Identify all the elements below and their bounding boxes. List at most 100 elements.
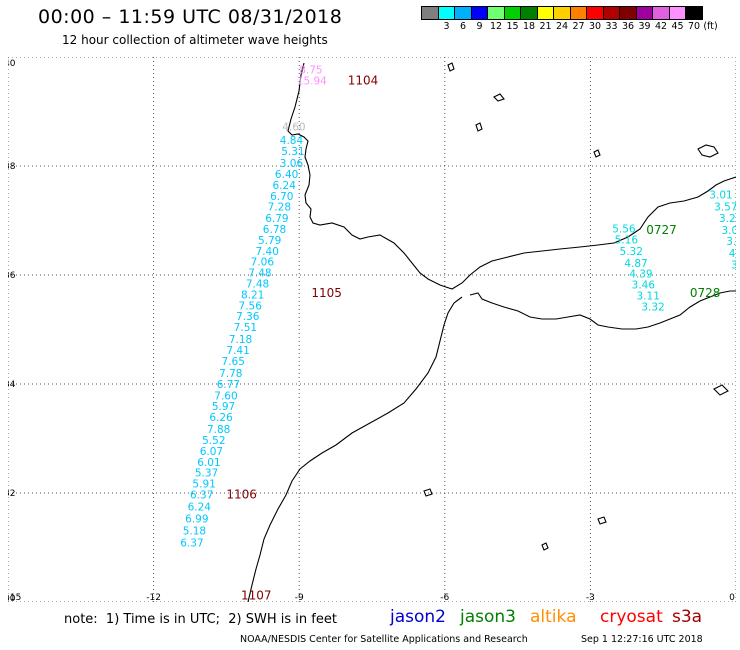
pass-time-label: 1104: [348, 73, 379, 87]
wave-height-value: 6.37: [180, 537, 203, 549]
island-7-coastline: [541, 542, 549, 551]
wave-height-value: 5.18: [183, 525, 206, 537]
wave-height-value: 3.06: [280, 158, 304, 170]
color-swatch: [602, 6, 620, 20]
wave-height-value: 5.37: [195, 468, 218, 480]
wave-height-value: 6.26: [209, 412, 233, 424]
color-scale-tick-label: 21: [539, 21, 552, 32]
wave-height-value: 15.94: [297, 75, 327, 87]
wave-height-value: 6.07: [200, 446, 223, 458]
latitude-tick-label: 38: [8, 162, 16, 172]
wave-height-value: 3.8: [731, 259, 736, 271]
island-2-coastline: [447, 62, 455, 72]
wave-height-value: 5.56: [612, 223, 636, 235]
altimeter-map[interactable]: 8.7515.944.604.845.313.066.406.246.707.2…: [8, 57, 736, 602]
wave-height-value: 3.46: [632, 280, 656, 292]
wave-height-value: 4.3: [729, 248, 736, 260]
wave-height-value: 3.57: [714, 202, 736, 214]
wave-height-value: 4.87: [624, 258, 647, 270]
color-scale-tick-label: 18: [522, 21, 536, 32]
wave-height-value: 5.52: [202, 435, 225, 447]
color-scale-tick-label: 6: [459, 21, 467, 32]
latitude-tick-label: 36: [8, 271, 16, 281]
wave-height-value: 8.21: [241, 289, 264, 301]
color-swatch: [652, 6, 670, 20]
pass-time-label: 1107: [241, 588, 272, 602]
longitude-tick-label: -12: [146, 593, 161, 602]
color-swatch: [536, 6, 554, 20]
satellite-legend-jason2: jason2: [390, 607, 446, 627]
color-swatch: [619, 6, 637, 20]
color-scale-tick-label: 45: [671, 21, 684, 32]
wave-height-value: 7.78: [219, 368, 242, 380]
wave-height-value: 6.77: [217, 379, 240, 391]
axis-tick-labels: 40 38 36 34 32 30-15 -12 -9 -6 -3 0: [8, 59, 735, 602]
color-swatch: [569, 6, 587, 20]
pass-time-label: 0727: [646, 223, 677, 237]
island-6-coastline: [597, 516, 607, 525]
color-scale-tick-label: 12: [489, 21, 503, 32]
color-swatch: [586, 6, 604, 20]
latitude-tick-label: 34: [8, 380, 16, 390]
color-scale-tick-label: 9: [476, 21, 483, 32]
wave-height-value: 7.65: [222, 356, 245, 368]
wave-height-value: 6.37: [190, 489, 213, 501]
wave-height-value: 4.39: [629, 269, 652, 281]
pass-time-label: 1106: [226, 487, 257, 501]
wave-height-value: 6.01: [197, 457, 220, 469]
color-swatch: [421, 6, 439, 20]
wave-height-value: 3.01: [709, 190, 732, 202]
color-scale-tick-label: 70: [687, 21, 701, 32]
wave-height-value: 5.97: [212, 401, 235, 413]
color-swatch: [520, 6, 538, 20]
latitude-tick-label: 40: [8, 59, 16, 69]
wave-height-value: 4.84: [280, 135, 304, 147]
wave-height-value: 6.24: [188, 501, 212, 513]
wave-height-value: 7.41: [226, 345, 249, 357]
wave-height-value: 5.31: [281, 146, 304, 158]
color-scale-tick-label: 30: [588, 21, 602, 32]
color-scale-tick-label: 3: [443, 21, 450, 32]
color-swatch: [685, 6, 703, 20]
longitude-tick-label: 0: [729, 593, 735, 602]
wave-height-value: 7.36: [236, 311, 260, 323]
color-scale-tick-label: 33: [605, 21, 618, 32]
wave-height-value: 6.79: [265, 213, 288, 225]
wave-height-value: 4.60: [282, 122, 305, 134]
wave-height-value: 5.16: [615, 234, 639, 246]
color-swatch: [454, 6, 472, 20]
wave-height-value: 3.25: [719, 213, 736, 225]
footnote: note: 1) Time is in UTC; 2) SWH is in fe…: [64, 612, 337, 627]
wave-height-value: 5.79: [258, 235, 281, 247]
color-swatch: [487, 6, 505, 20]
color-scale-tick-label: 15: [506, 21, 519, 32]
island-3-coastline: [475, 122, 483, 132]
latitude-tick-label: 32: [8, 489, 15, 499]
wave-height-value: 3.11: [637, 291, 660, 303]
satellite-legend-jason3: jason3: [460, 607, 516, 627]
iberia-coastline: [287, 62, 736, 290]
color-swatch: [437, 6, 455, 20]
page-title: 00:00 – 11:59 UTC 08/31/2018: [38, 6, 343, 28]
color-swatch: [668, 6, 686, 20]
satellite-legend-s3a: s3a: [672, 607, 703, 627]
page-subtitle: 12 hour collection of altimeter wave hei…: [62, 33, 328, 47]
wave-height-value: 7.28: [268, 202, 291, 214]
wave-height-value: 8.75: [299, 64, 322, 76]
longitude-tick-label: -3: [586, 593, 595, 602]
pass-time-label: 1105: [311, 286, 342, 300]
color-swatch: [503, 6, 521, 20]
wave-height-value: 7.48: [246, 279, 269, 291]
wave-height-value: 3.09: [721, 225, 736, 237]
latitude-tick-label: 30: [8, 594, 16, 602]
color-swatch: [553, 6, 571, 20]
balearic-coastline: [697, 144, 719, 158]
wave-height-value: 7.18: [229, 334, 252, 346]
wave-height-value: 3.32: [641, 301, 664, 313]
color-scale-tick-label: 27: [572, 21, 585, 32]
longitude-tick-label: -6: [440, 593, 449, 602]
wave-height-value: 6.78: [263, 224, 286, 236]
north-africa-coastline: [247, 296, 463, 602]
satellite-legend-altika: altika: [530, 607, 577, 627]
pass-time-labels: 1104 1105 1106 1107 0727 0728: [226, 73, 720, 602]
